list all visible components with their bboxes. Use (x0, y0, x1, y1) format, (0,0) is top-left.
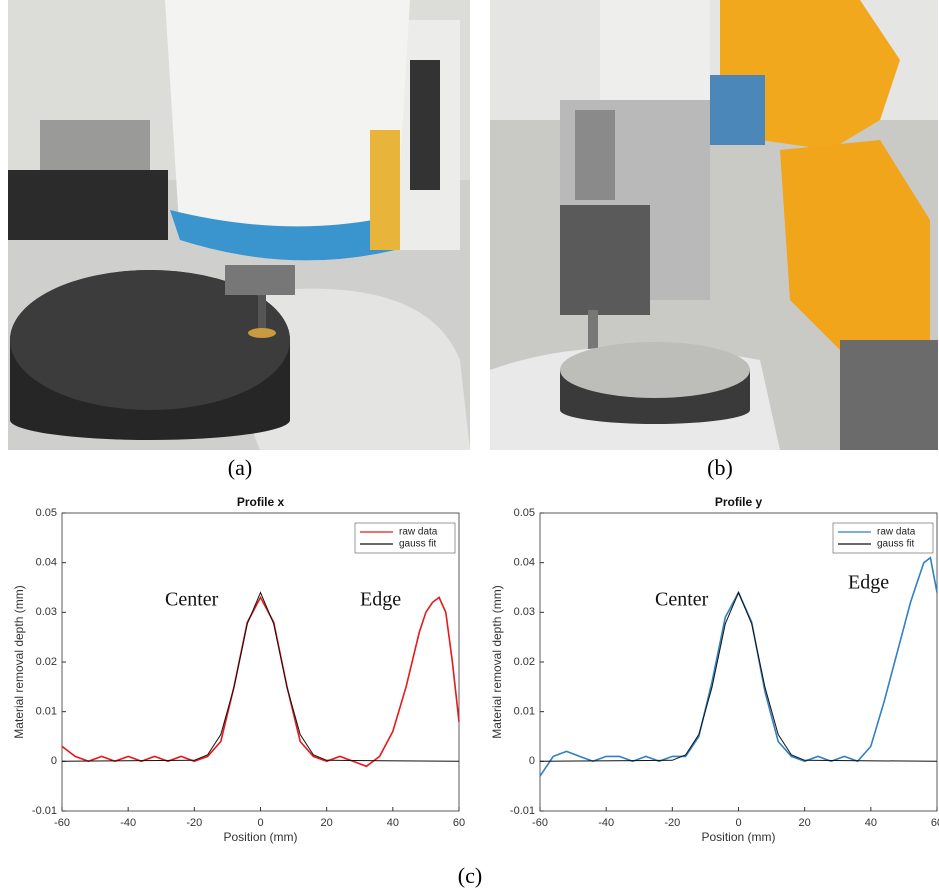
legend-label: raw data (399, 527, 438, 538)
y-tick-label: -0.01 (32, 805, 57, 817)
annotation: Center (655, 589, 709, 611)
caption: (c) (458, 863, 482, 888)
x-tick-label: -40 (598, 817, 614, 829)
photo-a (8, 0, 470, 450)
figure: (a) (b) (c) Profile x Position (mm) Materi… (0, 0, 939, 894)
x-tick-label: 20 (321, 817, 333, 829)
x-tick-label: -20 (664, 817, 680, 829)
plot-area (540, 513, 937, 811)
annotation: Center (165, 589, 219, 611)
y-tick-label: 0.03 (36, 606, 57, 618)
y-tick-label: 0.02 (36, 656, 57, 668)
x-tick-label: 20 (799, 817, 811, 829)
legend-label: raw data (877, 527, 916, 538)
legend-label: gauss fit (877, 539, 914, 550)
chart-title: Profile x (237, 495, 285, 509)
x-tick-label: -40 (120, 817, 136, 829)
y-tick-label: 0.05 (36, 507, 57, 519)
y-tick-label: 0.01 (514, 706, 535, 718)
x-tick-label: -60 (532, 817, 548, 829)
y-tick-label: 0.04 (514, 557, 535, 569)
x-axis-label: Position (mm) (701, 830, 775, 844)
y-tick-label: 0.01 (36, 706, 57, 718)
x-tick-label: 60 (931, 817, 939, 829)
x-tick-label: 0 (257, 817, 263, 829)
x-tick-label: -60 (54, 817, 70, 829)
caption: (b) (707, 455, 733, 480)
y-axis-label: Material removal depth (mm) (12, 585, 26, 738)
annotation: Edge (360, 589, 401, 611)
figure-canvas: (a) (b) (c) Profile x Position (mm) Materi… (0, 0, 939, 894)
x-axis-label: Position (mm) (223, 830, 297, 844)
x-tick-label: 60 (453, 817, 465, 829)
x-tick-label: 40 (865, 817, 877, 829)
x-tick-label: -20 (186, 817, 202, 829)
x-tick-label: 0 (735, 817, 741, 829)
y-tick-label: 0.03 (514, 606, 535, 618)
legend-label: gauss fit (399, 539, 436, 550)
chart-title: Profile y (715, 495, 763, 509)
y-axis-label: Material removal depth (mm) (490, 585, 504, 738)
y-tick-label: -0.01 (510, 805, 535, 817)
annotation: Edge (848, 572, 889, 594)
caption: (a) (228, 455, 252, 480)
photo-b (490, 0, 938, 450)
x-tick-label: 40 (387, 817, 399, 829)
y-tick-label: 0.04 (36, 557, 57, 569)
y-tick-label: 0 (51, 755, 57, 767)
y-tick-label: 0 (529, 755, 535, 767)
y-tick-label: 0.05 (514, 507, 535, 519)
plot-area (62, 513, 459, 811)
y-tick-label: 0.02 (514, 656, 535, 668)
